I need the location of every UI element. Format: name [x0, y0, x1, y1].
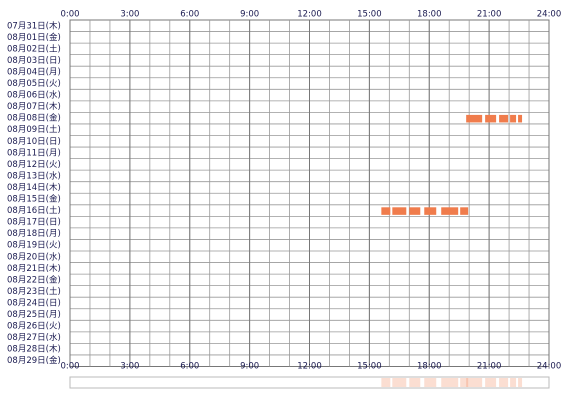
- row-label: 08月17日(日): [7, 218, 61, 228]
- x-tick-label-bottom: 9:00: [240, 362, 259, 372]
- row-label: 08月10日(日): [7, 137, 61, 147]
- summary-activity: [466, 378, 483, 387]
- row-label: 08月08日(金): [7, 113, 61, 124]
- x-tick-label-top: 18:00: [417, 10, 442, 20]
- x-tick-label-top: 3:00: [120, 10, 139, 20]
- activity: [485, 114, 497, 123]
- row-label: 08月18日(月): [7, 229, 61, 239]
- x-tick-label-bottom: 12:00: [297, 362, 322, 372]
- x-tick-label-bottom: 3:00: [120, 362, 139, 372]
- activity: [510, 114, 517, 123]
- activity: [381, 207, 391, 215]
- row-label: 08月12日(火): [7, 160, 61, 170]
- row-label: 08月09日(土): [7, 124, 61, 135]
- activity: [460, 207, 469, 215]
- row-label: 08月03日(日): [7, 56, 61, 66]
- activity: [518, 114, 523, 123]
- x-tick-label-top: 0:00: [60, 10, 79, 20]
- row-label: 08月15日(金): [7, 194, 61, 205]
- row-label: 07月31日(木): [7, 20, 61, 31]
- row-label: 08月01日(金): [7, 32, 61, 43]
- summary-activity: [510, 378, 517, 387]
- row-label: 08月26日(火): [7, 322, 61, 332]
- x-tick-label-bottom: 24:00: [537, 362, 562, 372]
- row-label: 08月11日(月): [7, 148, 61, 158]
- row-label: 08月02日(土): [7, 43, 61, 54]
- summary-activity: [392, 378, 407, 387]
- row-label: 08月20日(水): [7, 251, 61, 262]
- activity: [424, 207, 437, 215]
- x-tick-label-bottom: 6:00: [180, 362, 199, 372]
- row-label: 08月29日(金): [7, 355, 61, 366]
- summary-activity: [409, 378, 421, 387]
- row-label: 08月19日(火): [7, 241, 61, 251]
- row-label: 08月21日(木): [7, 263, 61, 274]
- row-label: 08月07日(木): [7, 101, 61, 112]
- activity: [392, 207, 407, 215]
- row-label: 08月13日(水): [7, 170, 61, 181]
- x-tick-label-top: 9:00: [240, 10, 259, 20]
- summary-activity: [460, 378, 469, 387]
- summary-activity: [518, 378, 523, 387]
- row-label: 08月22日(金): [7, 274, 61, 285]
- activity: [499, 114, 509, 123]
- x-tick-label-top: 21:00: [477, 10, 502, 20]
- row-label: 08月04日(月): [7, 67, 61, 77]
- row-label: 08月16日(土): [7, 205, 61, 216]
- x-tick-label-bottom: 18:00: [417, 362, 442, 372]
- summary-activity: [499, 378, 509, 387]
- activity: [409, 207, 421, 215]
- row-label: 08月25日(月): [7, 310, 61, 320]
- x-tick-label-top: 15:00: [357, 10, 382, 20]
- summary-activity: [441, 378, 459, 387]
- x-tick-label-bottom: 21:00: [477, 362, 502, 372]
- summary-activity: [485, 378, 497, 387]
- row-label: 08月14日(木): [7, 182, 61, 193]
- row-label: 08月23日(土): [7, 286, 61, 297]
- row-label: 08月28日(木): [7, 344, 61, 355]
- row-label: 08月27日(水): [7, 332, 61, 343]
- x-tick-label-top: 12:00: [297, 10, 322, 20]
- row-label: 08月24日(日): [7, 298, 61, 308]
- row-label: 08月06日(水): [7, 90, 61, 101]
- summary-strip: [69, 376, 550, 389]
- summary-activity: [381, 378, 391, 387]
- x-tick-label-bottom: 15:00: [357, 362, 382, 372]
- activity: [466, 114, 483, 123]
- activity: [441, 207, 459, 215]
- x-tick-label-top: 6:00: [180, 10, 199, 20]
- x-tick-label-bottom: 0:00: [60, 362, 79, 372]
- x-tick-label-top: 24:00: [537, 10, 562, 20]
- summary-activity: [424, 378, 437, 387]
- row-label: 08月05日(火): [7, 79, 61, 89]
